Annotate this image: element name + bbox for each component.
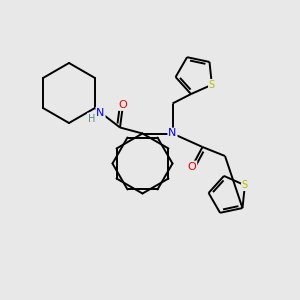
Text: S: S — [242, 180, 248, 190]
Text: S: S — [209, 80, 215, 90]
Text: H: H — [88, 113, 95, 124]
Text: O: O — [118, 100, 127, 110]
Text: N: N — [96, 107, 105, 118]
Text: N: N — [168, 128, 177, 139]
Text: O: O — [188, 161, 196, 172]
